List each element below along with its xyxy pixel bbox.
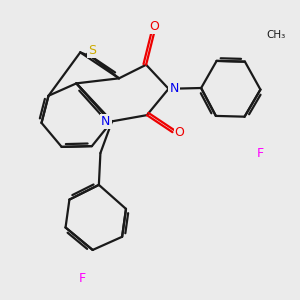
- Text: F: F: [78, 272, 85, 285]
- Text: CH₃: CH₃: [266, 29, 285, 40]
- Text: O: O: [149, 20, 159, 33]
- Text: S: S: [88, 44, 96, 56]
- Text: N: N: [101, 115, 110, 128]
- Text: O: O: [175, 126, 184, 139]
- Text: F: F: [256, 147, 264, 160]
- Text: N: N: [169, 82, 179, 95]
